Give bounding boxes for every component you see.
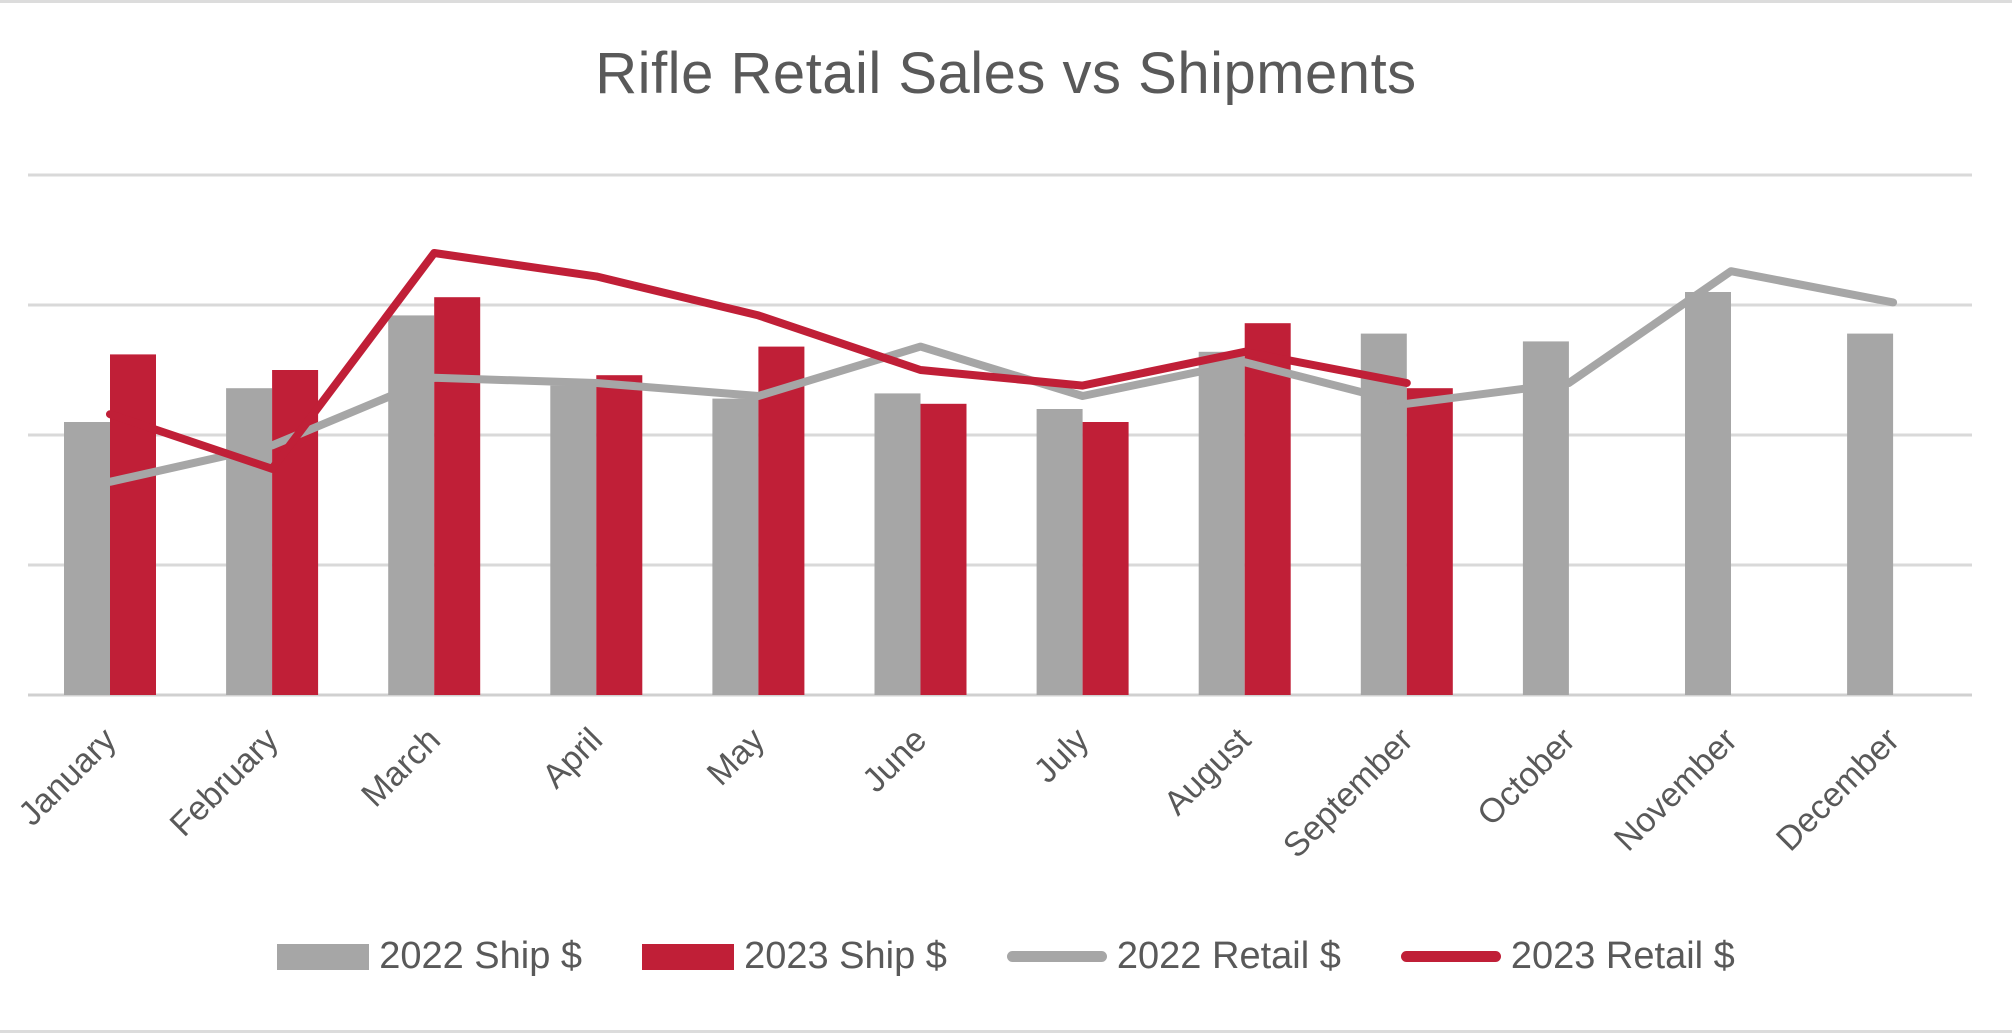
bar-2022-ship--may [712, 398, 759, 695]
x-tick-label-november: November [1607, 721, 1745, 859]
bar-2023-ship--may [758, 346, 805, 695]
bar-2022-ship--october [1522, 341, 1569, 695]
legend-item-2022-retail: 2022 Retail $ [1006, 935, 1341, 978]
legend-swatch-2023-ship [642, 943, 735, 970]
legend-label-2022-ship: 2022 Ship $ [379, 935, 583, 977]
legend-swatch-2023-retail [1400, 951, 1501, 962]
bar-2022-ship--november [1685, 292, 1731, 695]
x-tick-label-october: October [1470, 721, 1582, 833]
legend-label-2022-retail: 2022 Retail $ [1116, 935, 1341, 977]
bar-2022-ship--december [1847, 333, 1894, 695]
x-tick-label-april: April [535, 721, 610, 796]
legend-label-2023-retail: 2023 Retail $ [1510, 935, 1735, 977]
legend-item-2023-retail: 2023 Retail $ [1400, 935, 1735, 978]
line-2023-retail- [106, 249, 1411, 473]
legend-item-2022-ship: 2022 Ship $ [277, 935, 582, 978]
bar-2022-ship--march [388, 315, 435, 695]
legend-swatch-2022-ship [277, 943, 370, 970]
x-tick-label-march: March [354, 721, 448, 815]
bar-2023-ship--september [1406, 388, 1453, 695]
x-tick-label-february: February [163, 721, 286, 844]
x-tick-label-january: January [11, 721, 123, 833]
bar-2022-ship--february [226, 388, 273, 695]
legend-label-2023-ship: 2023 Ship $ [744, 935, 947, 977]
bar-2022-ship--january [64, 422, 110, 695]
chart-title: Rifle Retail Sales vs Shipments [595, 41, 1417, 106]
chart-legend: 2022 Ship $ 2023 Ship $ 2022 Retail $ 20… [0, 935, 2012, 978]
legend-swatch-2022-retail [1006, 951, 1107, 962]
bar-2023-ship--march [434, 297, 481, 695]
x-tick-label-july: July [1027, 721, 1097, 791]
x-tick-label-august: August [1157, 720, 1259, 822]
x-tick-label-september: September [1276, 721, 1420, 865]
line-2022-retail- [106, 267, 1898, 486]
bar-2023-ship--july [1082, 422, 1129, 695]
x-tick-label-june: June [855, 721, 934, 800]
bar-2023-ship--april [596, 375, 643, 695]
bar-2023-ship--august [1244, 323, 1291, 695]
bar-2022-ship--august [1198, 351, 1245, 695]
bar-2022-ship--july [1036, 409, 1083, 695]
bar-2022-ship--june [874, 393, 921, 695]
bar-2022-ship--april [550, 385, 597, 695]
x-tick-label-december: December [1769, 721, 1907, 859]
x-tick-label-may: May [700, 721, 772, 793]
bar-2023-ship--june [920, 403, 967, 695]
bar-2022-ship--september [1360, 333, 1407, 695]
bar-2023-ship--january [110, 354, 156, 695]
legend-item-2023-ship: 2023 Ship $ [642, 935, 947, 978]
